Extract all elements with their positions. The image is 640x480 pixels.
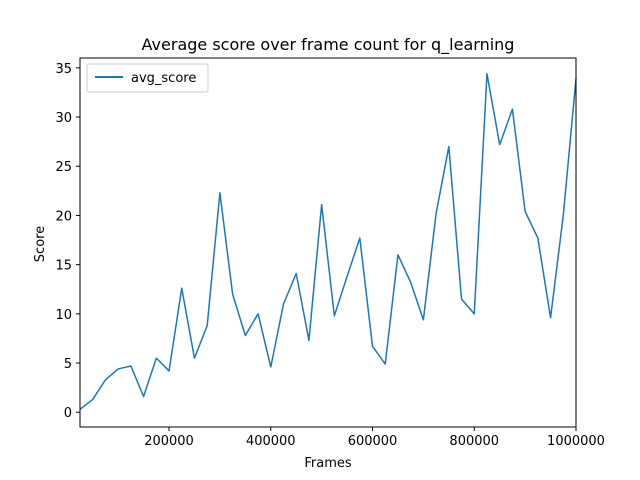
x-tick-label: 400000 [246, 434, 296, 449]
y-tick-label: 5 [64, 357, 72, 372]
x-tick-label: 200000 [144, 434, 194, 449]
axes-frame [79, 57, 577, 428]
y-tick-label: 35 [55, 62, 72, 77]
x-tick-label: 800000 [449, 434, 499, 449]
plot-area: 200000 400000 600000 800000 1000000 0 5 10 15 20 2… [55, 57, 605, 449]
x-tick-label: 600000 [348, 434, 398, 449]
y-tick-label: 15 [55, 259, 72, 274]
y-tick-label: 0 [64, 406, 72, 421]
y-axis-label: Score [33, 226, 48, 262]
x-axis-label: Frames [304, 456, 352, 471]
y-tick-label: 10 [55, 308, 72, 323]
y-tick-label: 25 [55, 160, 72, 175]
y-tick-label: 20 [55, 209, 72, 224]
chart-title: Average score over frame count for q_lea… [142, 35, 515, 55]
x-tick-label: 1000000 [547, 434, 605, 449]
legend: avg_score [86, 63, 209, 93]
y-tick-label: 30 [55, 111, 72, 126]
series-line-avg-score [79, 72, 577, 410]
legend-frame [86, 63, 209, 93]
legend-label: avg_score [131, 71, 196, 86]
